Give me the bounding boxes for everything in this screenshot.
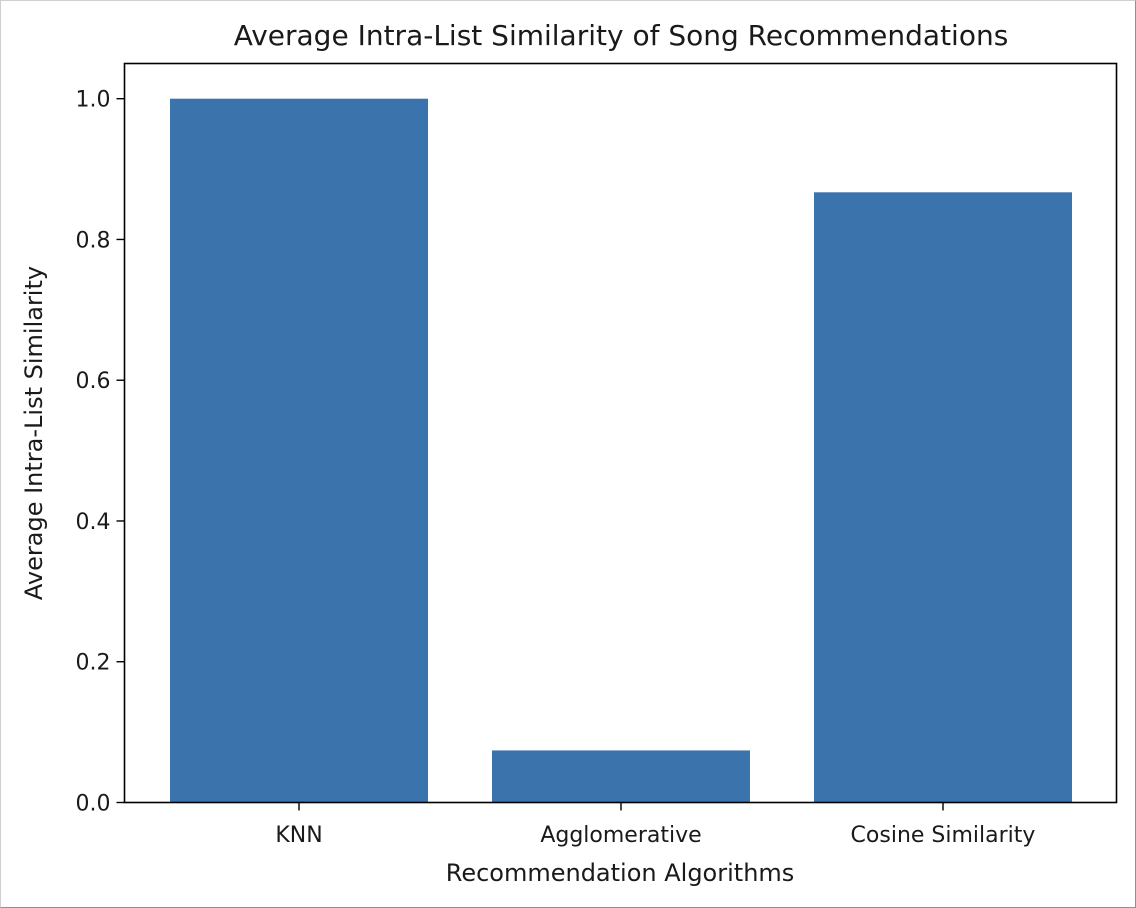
x-tick-label: Cosine Similarity bbox=[851, 823, 1036, 848]
y-axis-label: Average Intra-List Similarity bbox=[20, 266, 48, 600]
plot-area-border bbox=[123, 62, 1118, 804]
x-axis-label: Recommendation Algorithms bbox=[446, 859, 795, 887]
y-tick-label: 0.2 bbox=[76, 651, 111, 676]
y-tick-label: 1.0 bbox=[76, 88, 111, 113]
x-axis-ticks: KNN Agglomerative Cosine Similarity bbox=[275, 802, 1036, 848]
y-tick-label: 0.8 bbox=[76, 228, 111, 253]
y-axis-ticks: 0.0 0.2 0.4 0.6 0.8 1.0 bbox=[76, 88, 125, 817]
y-tick-label: 0.0 bbox=[76, 792, 111, 817]
chart-title: Average Intra-List Similarity of Song Re… bbox=[234, 19, 1009, 52]
bar-cosine-similarity bbox=[814, 192, 1072, 803]
bar-group bbox=[170, 98, 1072, 803]
bar-knn bbox=[170, 98, 428, 803]
y-tick-label: 0.6 bbox=[76, 369, 111, 394]
y-tick-label: 0.4 bbox=[76, 510, 111, 535]
x-tick-label: Agglomerative bbox=[540, 823, 701, 848]
bar-agglomerative bbox=[492, 750, 750, 803]
x-tick-label: KNN bbox=[275, 823, 322, 848]
